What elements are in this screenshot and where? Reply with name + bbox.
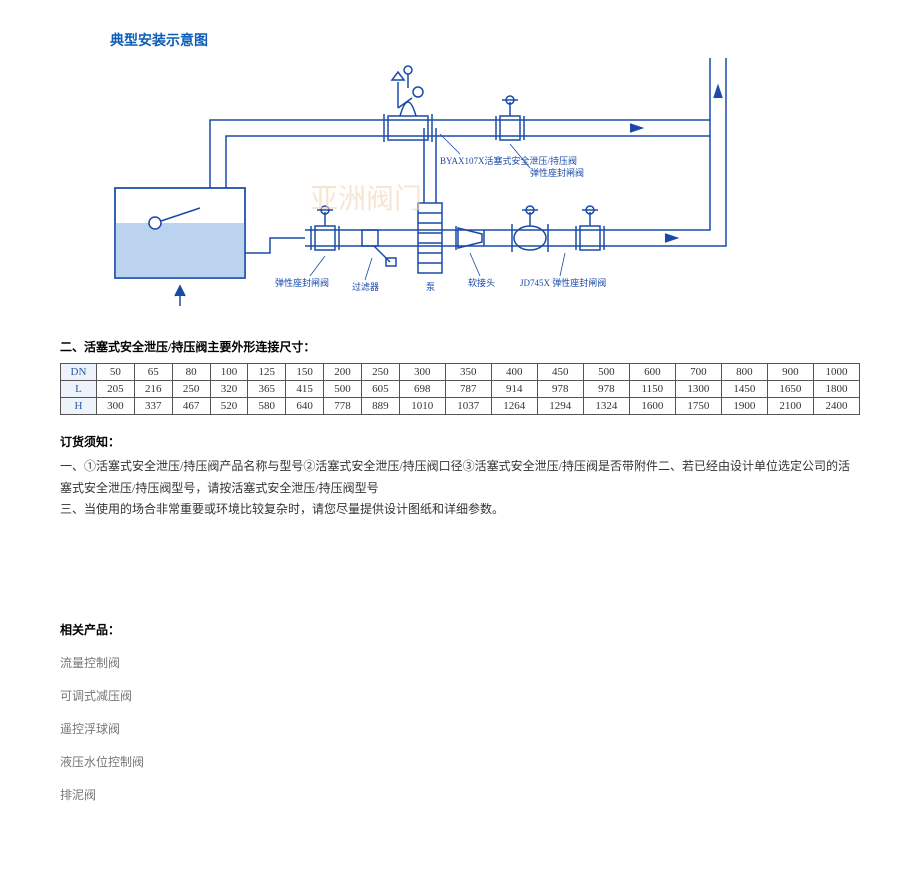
cell-header: DN — [61, 364, 97, 381]
label-pump: 泵 — [426, 282, 435, 292]
dimensions-heading: 二、活塞式安全泄压/持压阀主要外形连接尺寸： — [60, 338, 860, 355]
installation-diagram-section: 典型安装示意图 — [60, 30, 860, 308]
related-product-link[interactable]: 液压水位控制阀 — [60, 753, 860, 770]
label-top-gate: 弹性座封闸阀 — [530, 167, 584, 178]
diagram-watermark: 亚洲阀门 — [310, 183, 422, 215]
cell-header: L — [61, 381, 97, 398]
related-products-heading: 相关产品： — [60, 621, 860, 638]
label-filter: 过滤器 — [352, 281, 379, 292]
dimensions-table: DN 50 65 80 100 125 150 200 250 300 350 … — [60, 363, 860, 415]
table-row: H 300 337 467 520 580 640 778 889 1010 1… — [61, 398, 860, 415]
related-product-link[interactable]: 流量控制阀 — [60, 654, 860, 671]
table-row: DN 50 65 80 100 125 150 200 250 300 350 … — [61, 364, 860, 381]
related-product-link[interactable]: 可调式减压阀 — [60, 687, 860, 704]
installation-diagram: 亚洲阀门 BYAX107X活塞式安全泄压/持压阀 弹性座封闸阀 弹性座封闸阀 过… — [110, 58, 730, 308]
label-main-valve: BYAX107X活塞式安全泄压/持压阀 — [440, 155, 577, 166]
order-notice-heading: 订货须知： — [60, 433, 860, 450]
label-check-valve: JD745X 弹性座封闸阀 — [520, 277, 606, 288]
order-notice-line: 三、当使用的场合非常重要或环境比较复杂时，请您尽量提供设计图纸和详细参数。 — [60, 502, 504, 516]
related-product-link[interactable]: 遥控浮球阀 — [60, 720, 860, 737]
label-bottom-gate: 弹性座封闸阀 — [275, 277, 329, 288]
order-notice-line: 一、①活塞式安全泄压/持压阀产品名称与型号②活塞式安全泄压/持压阀口径③活塞式安… — [60, 459, 850, 495]
table-row: L 205 216 250 320 365 415 500 605 698 78… — [61, 381, 860, 398]
order-notice-body: 一、①活塞式安全泄压/持压阀产品名称与型号②活塞式安全泄压/持压阀口径③活塞式安… — [60, 456, 860, 521]
cell-header: H — [61, 398, 97, 415]
related-product-link[interactable]: 排泥阀 — [60, 786, 860, 803]
diagram-title: 典型安装示意图 — [110, 30, 860, 50]
label-connector: 软接头 — [468, 277, 495, 288]
